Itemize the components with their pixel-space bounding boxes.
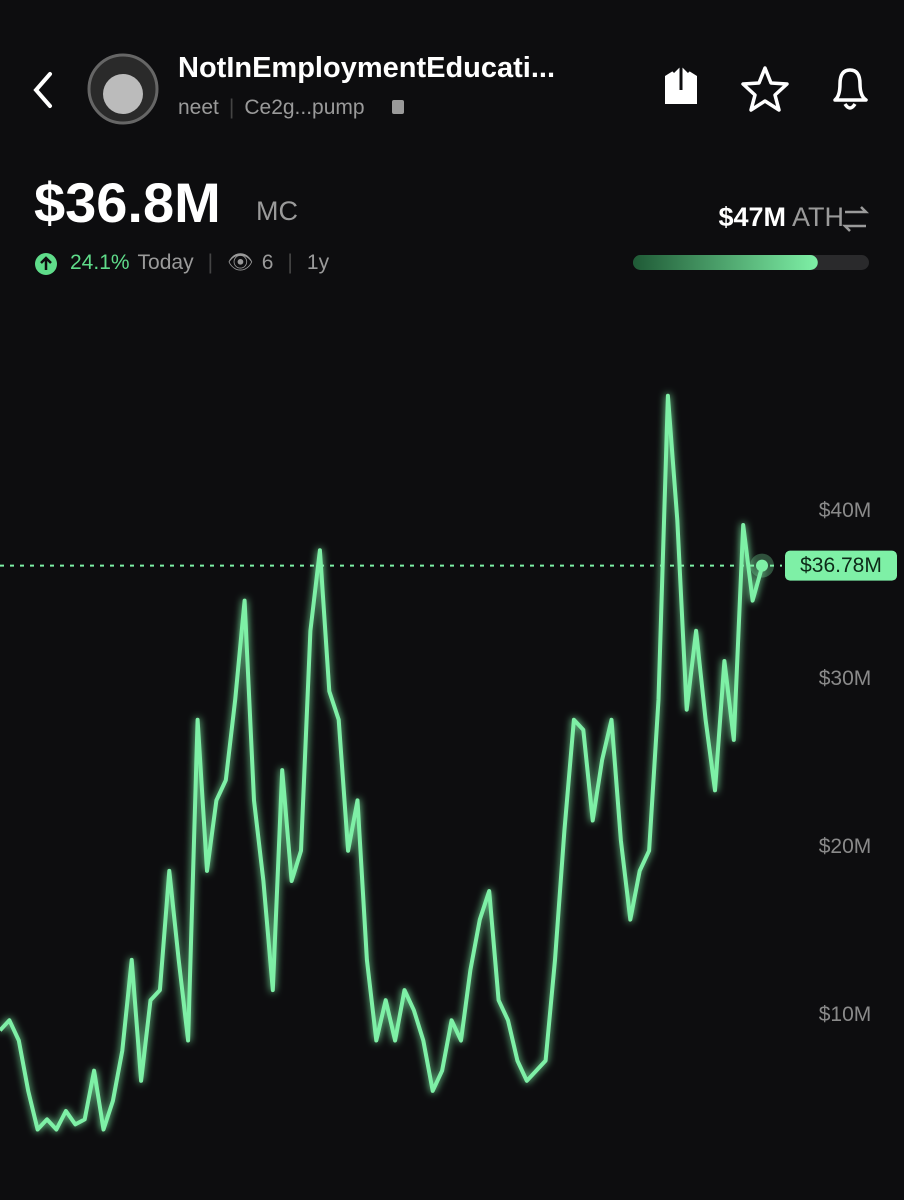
current-price-badge (785, 550, 897, 581)
current-price-label: $36.78M (800, 554, 882, 577)
address[interactable]: Ce2g...pump (244, 96, 365, 119)
divider: | (228, 96, 235, 119)
top-bar (33, 53, 870, 275)
token-meta: neet | Ce2g...pump (178, 96, 365, 120)
share-arrow (671, 61, 691, 90)
market-cap: $36.8M (34, 171, 221, 234)
market-cap-unit: MC (256, 196, 298, 226)
divider: | (207, 251, 214, 274)
back-button[interactable] (33, 72, 52, 108)
ath-unit: ATH (792, 202, 844, 232)
ath-progress (633, 255, 818, 270)
watchers: 6 (261, 251, 274, 274)
ticker: neet (178, 96, 219, 119)
y-tick-label: $30M (819, 667, 872, 690)
up-arrow (40, 256, 52, 270)
y-tick-label: $10M (819, 1003, 872, 1026)
watchers-icon: 👁 (227, 251, 254, 274)
change-period: Today (137, 251, 194, 274)
token-name: NotInEmploymentEducati... (178, 52, 556, 84)
star-button[interactable] (741, 66, 789, 112)
stats-row: 24.1% Today | 👁 6 | 1y (70, 251, 329, 275)
divider: | (287, 251, 293, 274)
y-tick-label: $20M (819, 835, 872, 858)
copy-icon[interactable] (392, 100, 404, 114)
y-tick-label: $40M (819, 499, 872, 522)
ath-value: $47M (718, 202, 786, 232)
avatar-face (103, 74, 143, 114)
ath: $47M ATH (718, 202, 844, 233)
current-dot (756, 559, 768, 572)
swap-icon[interactable] (841, 206, 870, 232)
price-line (0, 393, 764, 1132)
change: 24.1% (70, 251, 130, 274)
bell-button[interactable] (833, 68, 868, 110)
age: 1y (306, 251, 330, 274)
